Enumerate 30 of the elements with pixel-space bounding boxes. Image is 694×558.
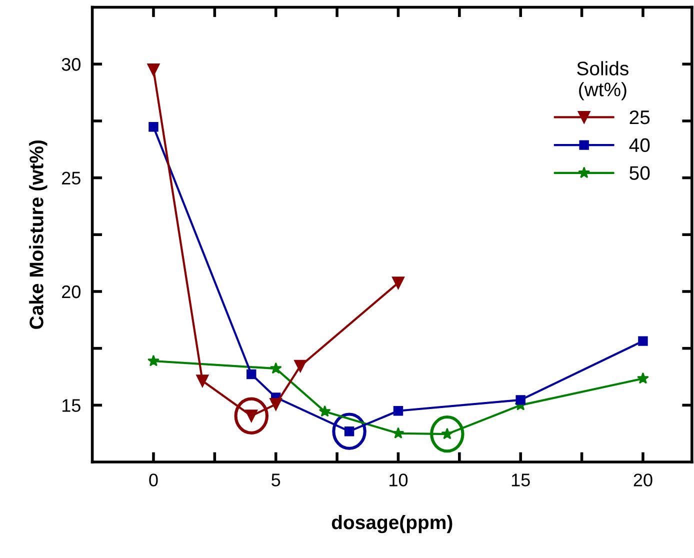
legend-label: 25	[630, 110, 650, 124]
point	[318, 405, 331, 417]
x-tick-label: 0	[149, 474, 158, 486]
point	[148, 122, 158, 132]
point	[270, 362, 282, 374]
point	[196, 374, 209, 388]
point	[636, 372, 649, 384]
x-axis-title: dosage(ppm)	[332, 514, 452, 534]
point	[392, 427, 404, 439]
y-tick-label: 30	[62, 58, 80, 71]
point	[246, 369, 256, 380]
x-tick-label: 5	[272, 474, 280, 486]
point	[270, 398, 282, 411]
y-tick-label: 15	[62, 399, 80, 412]
point	[148, 354, 160, 366]
y-axis-title: Cake Moisture (wt%)	[29, 140, 48, 329]
y-tick-label: 25	[62, 172, 80, 185]
point	[516, 395, 526, 405]
x-tick-label: 10	[390, 474, 408, 486]
legend-label: 50	[630, 166, 650, 180]
point	[393, 406, 404, 416]
x-tick-label: 15	[512, 474, 530, 486]
x-tick-label: 20	[634, 474, 652, 486]
legend-label: 40	[629, 138, 650, 152]
point	[294, 360, 307, 372]
y-tick-label: 20	[62, 285, 80, 298]
point	[392, 276, 404, 290]
point	[147, 64, 160, 76]
legend-title: Solids (wt%)	[577, 61, 628, 100]
point	[638, 336, 648, 346]
